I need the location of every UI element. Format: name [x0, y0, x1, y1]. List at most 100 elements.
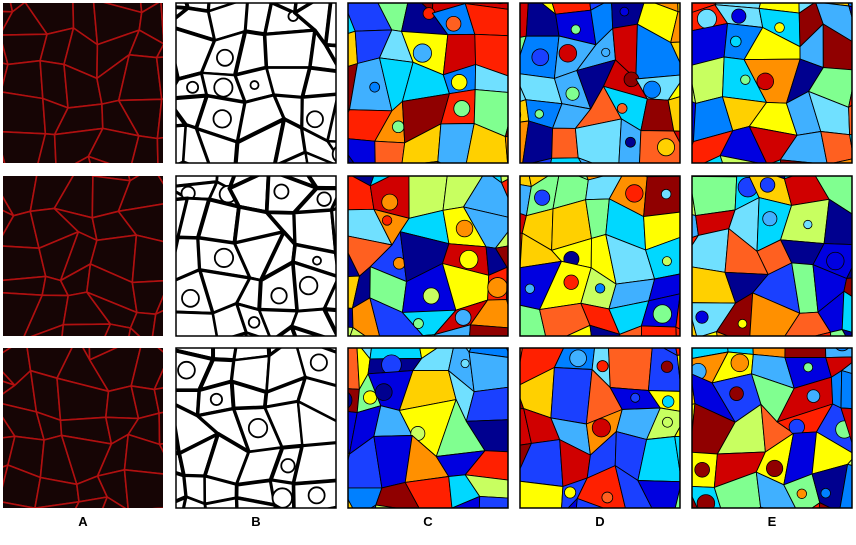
small-cell — [214, 78, 232, 96]
small-cell — [317, 192, 331, 206]
small-cell — [661, 189, 671, 199]
cell — [275, 505, 311, 540]
small-cell — [631, 393, 640, 402]
panel — [307, 306, 552, 540]
cell — [161, 0, 203, 1]
cell — [375, 141, 405, 169]
small-cell — [382, 194, 398, 210]
small-cell — [570, 350, 587, 367]
small-cell — [697, 9, 716, 28]
small-cell — [732, 9, 746, 23]
small-cell — [488, 278, 508, 298]
small-cell — [730, 36, 741, 47]
cell — [540, 303, 590, 345]
cell — [350, 505, 376, 540]
small-cell — [494, 517, 508, 531]
cell — [294, 443, 346, 484]
small-cell — [658, 139, 675, 156]
small-cell — [564, 487, 575, 498]
small-cell — [653, 305, 671, 323]
small-cell — [249, 317, 260, 328]
small-cell — [525, 284, 534, 293]
small-cell — [760, 178, 775, 193]
small-cell — [804, 220, 812, 228]
cell — [335, 138, 375, 170]
small-cell — [515, 525, 534, 540]
small-cell — [738, 319, 747, 328]
small-cell — [446, 16, 461, 31]
small-cell — [454, 101, 470, 117]
cell — [841, 371, 856, 411]
small-cell — [382, 216, 391, 225]
cell — [575, 119, 621, 173]
cell — [0, 246, 46, 282]
small-cell — [662, 396, 674, 408]
cell — [0, 132, 45, 173]
small-cell — [804, 363, 813, 372]
cell — [168, 312, 218, 345]
cell — [831, 371, 841, 408]
small-cell — [311, 354, 327, 370]
cell — [118, 167, 175, 211]
column-label: E — [768, 514, 777, 529]
cell — [415, 508, 452, 540]
small-cell — [821, 488, 831, 498]
small-cell — [662, 257, 671, 266]
cell — [125, 435, 176, 476]
small-cell — [617, 104, 627, 114]
small-cell — [456, 220, 473, 237]
small-cell — [460, 250, 478, 268]
small-cell — [797, 489, 807, 499]
cell — [163, 508, 206, 540]
small-cell — [213, 110, 231, 128]
cell — [25, 0, 73, 2]
small-cell — [375, 384, 392, 401]
small-cell — [215, 249, 233, 267]
cell — [478, 496, 515, 540]
cell — [302, 68, 341, 98]
small-cell — [695, 462, 710, 477]
cell — [615, 508, 652, 540]
small-cell — [249, 419, 267, 437]
small-cell — [217, 50, 233, 66]
small-cell — [827, 252, 845, 270]
small-cell — [775, 23, 785, 33]
cell — [0, 92, 1, 143]
cell — [0, 92, 45, 134]
cell — [725, 507, 761, 540]
small-cell — [602, 48, 610, 56]
small-cell — [564, 275, 578, 289]
small-cell — [644, 81, 661, 98]
panel — [477, 132, 724, 381]
cell — [124, 508, 171, 540]
cell — [132, 235, 170, 282]
small-cell — [597, 361, 608, 372]
small-cell — [532, 49, 549, 66]
cell — [679, 229, 729, 273]
small-cell — [595, 284, 604, 293]
small-cell — [461, 359, 469, 367]
small-cell — [178, 362, 195, 379]
cell — [265, 30, 315, 67]
small-cell — [661, 361, 672, 372]
cell — [131, 335, 169, 389]
small-cell — [763, 212, 777, 226]
panel — [135, 135, 378, 379]
cell — [294, 507, 346, 540]
small-cell — [413, 319, 423, 329]
cell — [372, 505, 421, 540]
cell — [132, 281, 170, 315]
small-cell — [741, 75, 750, 84]
small-cell — [182, 290, 199, 307]
column-label: C — [423, 514, 433, 529]
small-cell — [413, 44, 431, 62]
small-cell — [571, 25, 580, 34]
column-label: D — [595, 514, 604, 529]
small-cell — [274, 184, 288, 198]
small-cell — [655, 523, 666, 534]
small-cell — [281, 459, 294, 472]
small-cell — [602, 492, 613, 503]
panel — [481, 305, 723, 541]
small-cell — [500, 166, 509, 175]
cell — [758, 507, 800, 540]
